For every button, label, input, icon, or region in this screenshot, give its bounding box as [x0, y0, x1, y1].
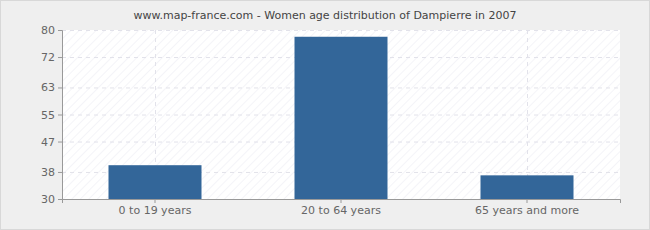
grid	[62, 31, 620, 200]
x-tick: 0 to 19 years	[119, 199, 192, 217]
chart: 30 38 47 55 63 72 80 0 to 19 years 20 to 64 year…	[0, 0, 650, 230]
y-tick-label: 30	[41, 193, 55, 206]
bar	[295, 37, 388, 199]
y-tick-mark	[58, 199, 62, 200]
grid-line	[527, 30, 528, 199]
x-axis: 0 to 19 years 20 to 64 years 65 years and …	[63, 199, 621, 217]
y-axis: 30 38 47 55 63 72 80	[41, 24, 63, 206]
y-tick: 30	[41, 193, 62, 206]
y-tick: 38	[41, 166, 62, 179]
y-tick: 72	[41, 51, 62, 64]
y-tick-mark	[58, 142, 62, 143]
x-tick: 20 to 64 years	[301, 199, 381, 217]
title: www.map-france.com - Women age distribut…	[133, 9, 516, 22]
y-tick-mark	[58, 30, 62, 31]
y-tick-mark	[58, 115, 62, 116]
x-tick-mark	[341, 199, 342, 203]
background	[1, 1, 650, 230]
x-tick-label: 65 years and more	[475, 204, 579, 217]
x-tick: 65 years and more	[475, 199, 579, 217]
plot: 30 38 47 55 63 72 80 0 to 19 years 20 to 64 year…	[41, 24, 621, 217]
y-tick-label: 47	[41, 136, 55, 149]
bar	[481, 175, 574, 199]
y-tick: 55	[41, 109, 62, 122]
plot-area	[62, 30, 620, 199]
y-tick: 80	[41, 24, 62, 37]
y-tick: 47	[41, 136, 62, 149]
x-tick-mark	[527, 199, 528, 203]
x-tick-mark	[155, 199, 156, 203]
x-tick-label: 0 to 19 years	[119, 204, 192, 217]
x-tick-label: 20 to 64 years	[301, 204, 381, 217]
y-tick-label: 72	[41, 51, 55, 64]
y-tick-mark	[58, 172, 62, 173]
y-tick-label: 38	[41, 166, 55, 179]
bar	[109, 165, 202, 199]
y-tick-label: 55	[41, 109, 55, 122]
x-axis-line	[63, 200, 621, 204]
y-tick-label: 80	[41, 24, 55, 37]
grid-x	[156, 30, 528, 199]
y-tick-mark	[58, 57, 62, 58]
y-tick-mark	[58, 87, 62, 88]
y-tick-label: 63	[41, 81, 55, 94]
y-tick: 63	[41, 81, 62, 94]
y-axis-line	[58, 31, 63, 200]
bars	[109, 37, 574, 199]
